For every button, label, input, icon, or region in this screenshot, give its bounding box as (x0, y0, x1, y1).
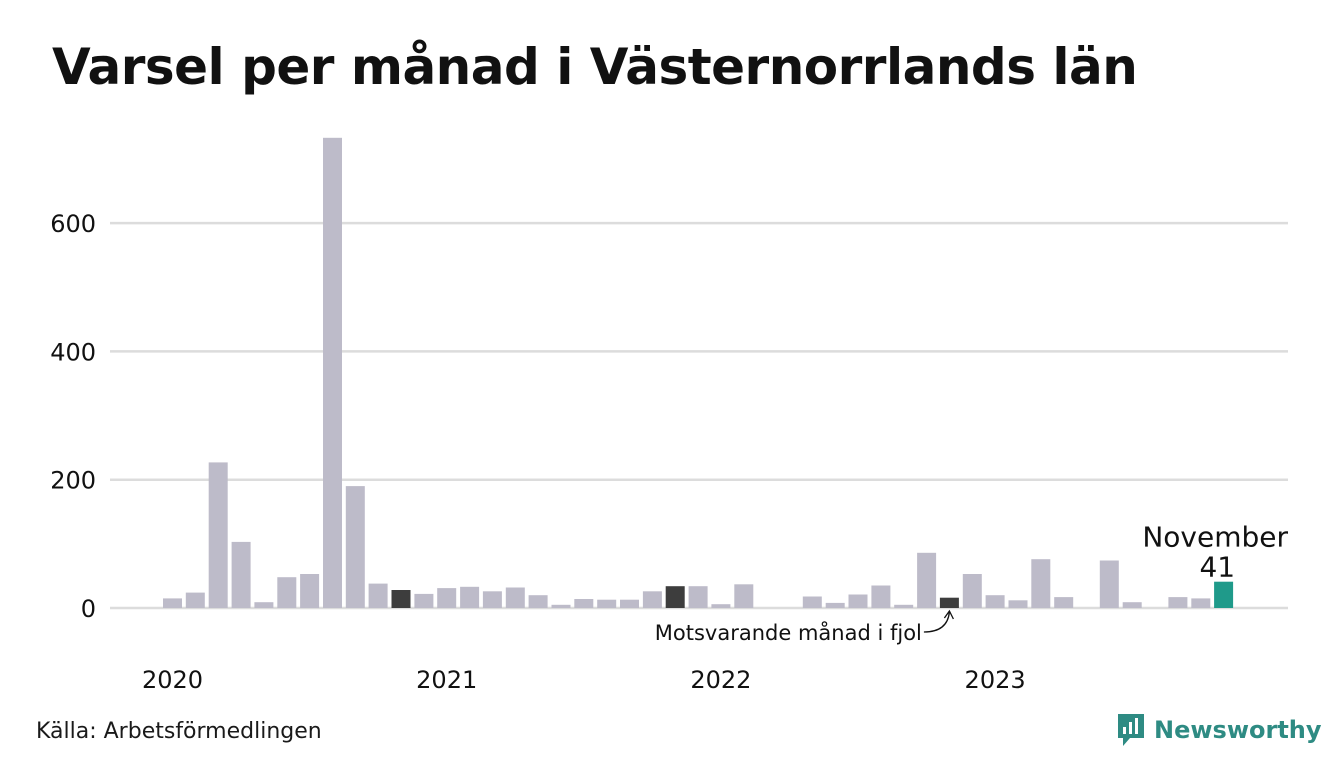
bar (1191, 598, 1211, 608)
bar (711, 604, 731, 608)
source-note: Källa: Arbetsförmedlingen (36, 719, 322, 744)
x-tick-label: 2022 (690, 666, 751, 694)
bar (985, 595, 1005, 608)
y-tick-label: 400 (50, 338, 96, 366)
bar (300, 574, 320, 608)
bar (1099, 560, 1119, 608)
newsworthy-logo-icon (1118, 714, 1144, 746)
bar (802, 596, 822, 608)
bar (482, 591, 502, 608)
bar (254, 602, 274, 608)
bar (1031, 559, 1051, 608)
bar (574, 599, 594, 608)
y-tick-label: 200 (50, 467, 96, 495)
bar (277, 577, 297, 608)
previous-year-annotation: Motsvarande månad i fjol (655, 620, 922, 645)
bar (528, 595, 548, 608)
bar (825, 602, 845, 608)
bar (1008, 600, 1028, 608)
bar-previous-year (939, 597, 959, 608)
bar-current (1214, 581, 1234, 608)
annotation-arrowhead (943, 609, 954, 620)
brand-logo: Newsworthy (1116, 712, 1322, 748)
bar (231, 541, 251, 608)
annotation-arrow (923, 611, 951, 633)
x-tick-label: 2020 (142, 666, 203, 694)
bar (414, 593, 434, 608)
y-tick-label: 0 (81, 595, 96, 623)
bar (185, 592, 205, 608)
bar (894, 604, 914, 608)
bar (1122, 602, 1142, 608)
bar (962, 574, 982, 608)
x-tick-label: 2023 (965, 666, 1026, 694)
bar (1168, 597, 1188, 608)
bar (917, 552, 937, 608)
y-axis-tick-labels: 0 200 400 600 (50, 210, 96, 623)
brand-name: Newsworthy (1154, 716, 1322, 744)
chart-title: Varsel per månad i Västernorrlands län (52, 38, 1138, 96)
bar (642, 591, 662, 608)
bar (505, 587, 525, 608)
y-tick-label: 600 (50, 210, 96, 238)
bar (368, 583, 388, 608)
bar (437, 588, 457, 608)
bar (688, 586, 708, 608)
bars (163, 137, 1234, 609)
x-tick-label: 2021 (416, 666, 477, 694)
bar (345, 486, 365, 608)
bar (551, 604, 571, 608)
x-axis-tick-labels: 2020 2021 2022 2023 (142, 666, 1026, 694)
bar (323, 137, 342, 609)
bar (597, 599, 617, 608)
bar (871, 585, 891, 608)
bar (208, 462, 228, 608)
bar-previous-year (391, 590, 411, 608)
bar (620, 599, 639, 608)
bar (734, 584, 754, 608)
bar (848, 594, 868, 608)
current-value-label: 41 (1199, 551, 1235, 584)
bar (163, 598, 182, 608)
bar (460, 586, 480, 608)
grid-lines (110, 221, 1288, 610)
bar (1054, 597, 1074, 608)
bar-chart: 0 200 400 600 2020 2021 2022 2023 Motsvarande … (50, 137, 1289, 694)
current-month-label: November (1142, 521, 1288, 554)
bar-previous-year (665, 586, 685, 608)
